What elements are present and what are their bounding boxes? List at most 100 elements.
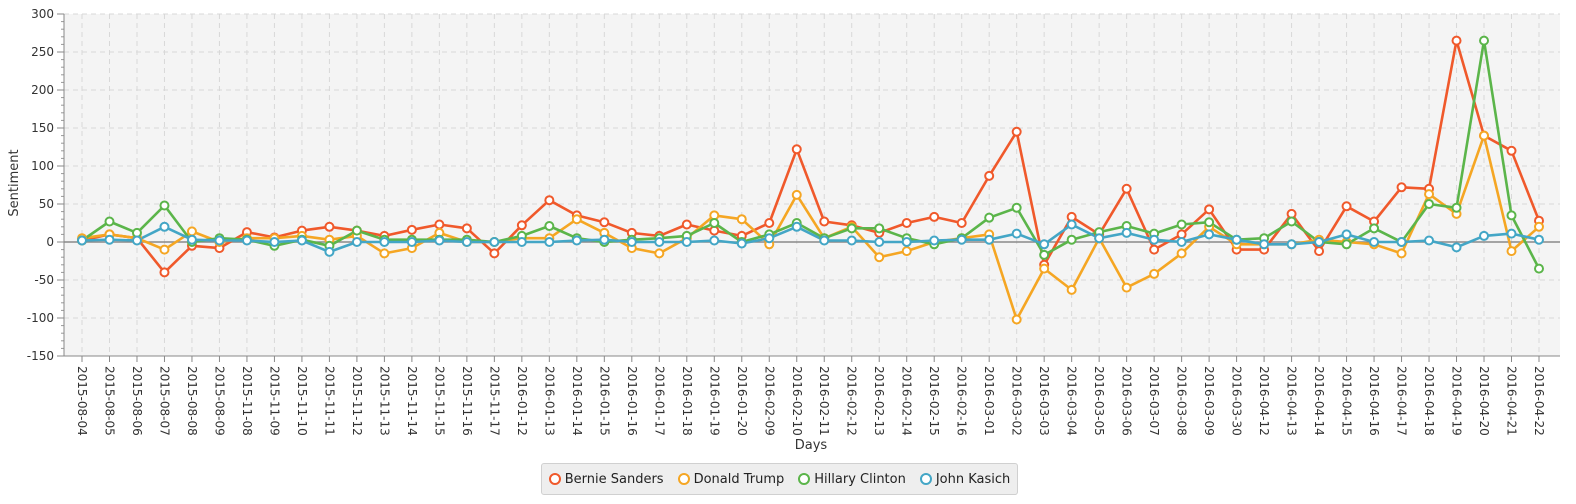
x-tick-label: 2016-03-05 — [1092, 366, 1106, 436]
legend-marker — [677, 473, 690, 485]
legend-label: Hillary Clinton — [814, 471, 906, 487]
x-tick-label: 2015-11-11 — [322, 366, 336, 436]
data-point — [984, 212, 995, 223]
data-point — [1231, 234, 1242, 245]
x-tick-label: 2016-03-01 — [982, 366, 996, 436]
data-point — [406, 237, 417, 247]
data-point — [1451, 202, 1462, 213]
data-point — [846, 223, 857, 234]
data-point — [1396, 248, 1407, 259]
x-tick-label: 2016-02-12 — [845, 366, 859, 436]
data-point — [1451, 242, 1462, 253]
data-point — [956, 218, 967, 228]
y-tick-label: 300 — [31, 7, 54, 21]
data-point — [654, 237, 665, 247]
data-point — [1176, 237, 1187, 247]
x-tick-label: 2016-01-14 — [570, 366, 584, 436]
data-point — [1396, 182, 1407, 193]
data-point — [901, 246, 912, 257]
x-tick-label: 2016-02-09 — [762, 366, 776, 436]
data-point — [929, 235, 940, 246]
data-point — [764, 218, 775, 228]
data-point — [1121, 227, 1132, 238]
x-tick-label: 2016-02-10 — [790, 366, 804, 436]
data-point — [1011, 126, 1022, 137]
data-point — [379, 248, 390, 259]
data-point — [1066, 234, 1077, 245]
x-tick-label: 2016-01-18 — [680, 366, 694, 436]
x-tick-label: 2015-11-15 — [432, 366, 446, 436]
data-point — [1039, 263, 1050, 274]
x-tick-label: 2016-01-17 — [652, 366, 666, 436]
x-tick-label: 2015-11-13 — [377, 366, 391, 436]
legend-marker — [548, 473, 561, 485]
x-axis-label: Days — [795, 438, 828, 453]
x-tick-label: 2016-04-22 — [1532, 366, 1546, 436]
data-point — [544, 221, 555, 232]
data-point — [159, 221, 170, 232]
data-point — [516, 237, 527, 247]
data-point — [1066, 219, 1077, 230]
data-point — [1149, 244, 1160, 255]
data-point — [159, 267, 170, 278]
data-point — [709, 235, 720, 246]
x-tick-label: 2015-11-09 — [267, 366, 281, 436]
x-tick-label: 2015-11-14 — [405, 366, 419, 436]
data-point — [1479, 230, 1490, 241]
x-tick-label: 2015-08-06 — [130, 366, 144, 436]
data-point — [379, 237, 390, 247]
x-tick-label: 2016-02-13 — [872, 366, 886, 436]
y-tick-label: 0 — [46, 235, 54, 249]
x-tick-label: 2016-01-13 — [542, 366, 556, 436]
data-point — [1176, 219, 1187, 230]
data-point — [1506, 145, 1517, 156]
legend-label: Donald Trump — [693, 471, 785, 487]
data-point — [599, 217, 610, 228]
legend-item: Donald Trump — [677, 471, 785, 487]
x-tick-label: 2016-01-12 — [515, 366, 529, 436]
axes: -150 -100 -50 0 50 100 150 200 250 300 2015-08-04 2… — [27, 7, 1560, 436]
series-layer — [77, 35, 1544, 325]
x-tick-label: 2015-11-17 — [487, 366, 501, 436]
data-point — [1039, 249, 1050, 260]
x-tick-label: 2016-03-30 — [1230, 366, 1244, 436]
data-point — [1369, 237, 1380, 247]
data-point — [1204, 204, 1215, 215]
data-point — [764, 233, 775, 244]
x-tick-label: 2016-02-11 — [817, 366, 831, 436]
x-tick-label: 2016-04-15 — [1340, 366, 1354, 436]
data-point — [351, 225, 362, 236]
x-tick-label: 2015-08-07 — [157, 366, 171, 436]
data-point — [77, 235, 87, 246]
data-point — [516, 220, 527, 231]
data-point — [874, 252, 885, 263]
data-point — [461, 237, 472, 247]
x-tick-label: 2015-08-09 — [212, 366, 226, 436]
x-tick-label: 2016-03-08 — [1175, 366, 1189, 436]
data-point — [1121, 183, 1132, 194]
data-point — [736, 238, 747, 249]
data-point — [489, 248, 500, 259]
x-tick-label: 2016-02-15 — [927, 366, 941, 436]
data-point — [241, 235, 252, 246]
data-point — [819, 216, 830, 227]
data-point — [1506, 228, 1517, 239]
line-chart: -150 -100 -50 0 50 100 150 200 250 300 2015-08-04 2… — [7, 7, 1560, 453]
data-point — [1369, 223, 1380, 234]
x-tick-label: 2015-08-04 — [75, 366, 89, 436]
x-tick-label: 2016-04-19 — [1450, 366, 1464, 436]
data-point — [1424, 189, 1435, 200]
x-tick-label: 2016-01-15 — [597, 366, 611, 436]
data-point — [1286, 239, 1297, 250]
data-point — [984, 234, 995, 245]
x-tick-label: 2016-03-03 — [1037, 366, 1051, 436]
data-point — [901, 237, 912, 247]
data-point — [324, 246, 335, 257]
data-point — [104, 216, 115, 227]
y-tick-label: 50 — [39, 197, 54, 211]
data-point — [104, 234, 115, 245]
data-point — [351, 237, 362, 247]
x-tick-label: 2016-04-17 — [1395, 366, 1409, 436]
data-point — [1506, 246, 1517, 257]
